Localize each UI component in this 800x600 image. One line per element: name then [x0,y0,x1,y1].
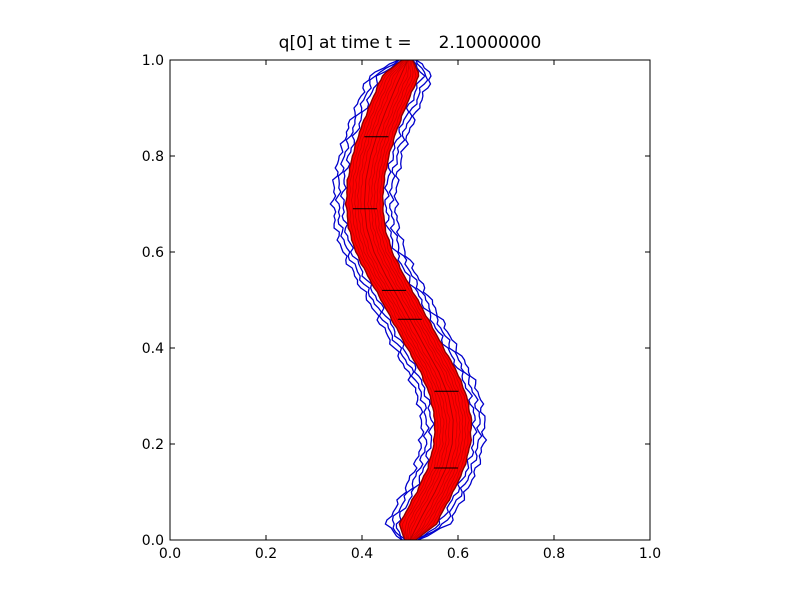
y-tick-label-2: 0.4 [142,341,164,357]
x-tick-label-3: 0.6 [447,546,469,562]
chart-title: q[0] at time t = 2.10000000 [279,33,542,53]
y-tick-label-1: 0.2 [142,437,164,453]
x-tick-label-0: 0.0 [159,546,181,562]
filled-contour-band-6 [360,60,458,540]
plot-area: 0.0 0.2 0.4 0.6 0.8 1.0 0.0 0.2 0.4 0.6 0.8 1.0 [142,53,661,562]
y-tick-label-0: 0.0 [142,533,164,549]
outer-contour-3 [339,60,478,540]
y-tick-label-4: 0.8 [142,149,164,165]
y-tick-label-3: 0.6 [142,245,164,261]
axes-frame [169,59,651,541]
center-contour [363,60,454,540]
x-tick-label-2: 0.4 [351,546,373,562]
x-tick-label-1: 0.2 [255,546,277,562]
outer-contour-1 [329,60,488,540]
outer-contour-2 [334,60,483,540]
plot-contents [329,60,488,540]
x-tick-label-5: 1.0 [639,546,661,562]
filled-contour-band-5 [357,60,461,540]
filled-contour-band-4 [354,60,464,540]
x-tick-label-4: 0.8 [543,546,565,562]
y-tick-label-5: 1.0 [142,53,164,69]
